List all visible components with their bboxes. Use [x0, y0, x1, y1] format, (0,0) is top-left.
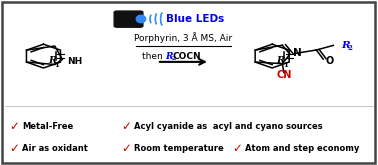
Text: ✓: ✓ — [9, 142, 19, 155]
Text: 1: 1 — [54, 61, 59, 68]
FancyBboxPatch shape — [2, 2, 375, 163]
Text: R: R — [48, 56, 56, 65]
Ellipse shape — [136, 15, 146, 23]
Text: 2: 2 — [172, 56, 176, 61]
Text: Room temperature: Room temperature — [134, 144, 223, 153]
Text: CN: CN — [276, 70, 291, 80]
Text: Atom and step economy: Atom and step economy — [245, 144, 360, 153]
Text: 2: 2 — [347, 44, 352, 52]
Text: Acyl cyanide as  acyl and cyano sources: Acyl cyanide as acyl and cyano sources — [134, 122, 322, 131]
Text: COCN: COCN — [173, 52, 201, 61]
FancyBboxPatch shape — [114, 11, 143, 27]
Text: ✓: ✓ — [232, 142, 242, 155]
Text: Blue LEDs: Blue LEDs — [166, 14, 225, 24]
Text: 1: 1 — [283, 61, 288, 68]
Text: Porphyrin, 3 Å MS, Air: Porphyrin, 3 Å MS, Air — [134, 32, 232, 43]
Text: ✓: ✓ — [9, 120, 19, 133]
Text: R: R — [165, 52, 173, 61]
Text: ✓: ✓ — [121, 142, 131, 155]
Text: Air as oxidant: Air as oxidant — [22, 144, 88, 153]
Text: then: then — [142, 52, 168, 61]
Text: O: O — [326, 56, 334, 66]
Text: R: R — [341, 41, 350, 50]
Text: N: N — [293, 48, 302, 58]
Text: R: R — [277, 56, 285, 65]
Text: NH: NH — [67, 57, 82, 66]
Text: Metal-Free: Metal-Free — [22, 122, 74, 131]
Text: ✓: ✓ — [121, 120, 131, 133]
